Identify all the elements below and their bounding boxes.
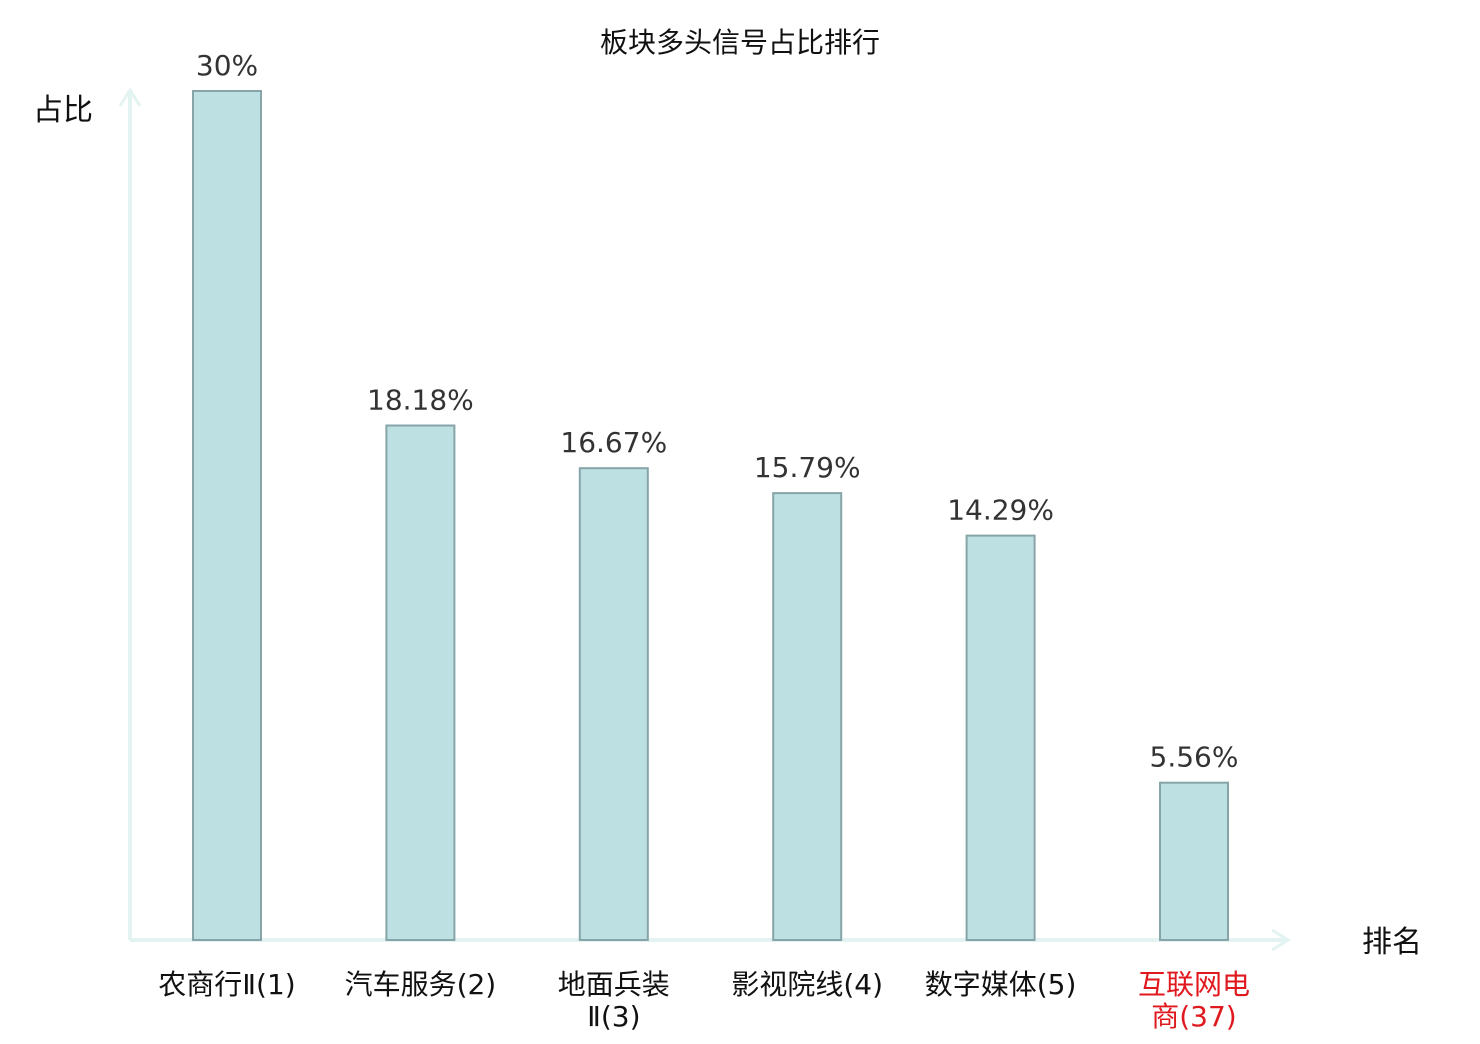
value-label: 15.79%	[754, 451, 861, 484]
bar	[192, 90, 262, 941]
category-label: 影视院线(4)	[731, 968, 883, 1001]
y-axis-arrow	[118, 87, 142, 107]
value-label: 18.18%	[367, 384, 474, 417]
category-label: 互联网电商(37)	[1138, 968, 1250, 1033]
category-label-line: 地面兵装	[558, 968, 670, 1001]
chart-title: 板块多头信号占比排行	[600, 26, 880, 59]
x-axis-label: 排名	[1362, 925, 1422, 960]
category-label-line: 商(37)	[1151, 1000, 1236, 1033]
category-label-line: 影视院线(4)	[731, 968, 883, 1001]
value-labels-group: 30% 18.18% 16.67% 15.79% 14.29% 5.56%	[196, 49, 1239, 774]
category-labels-group: 农商行Ⅱ(1) 汽车服务(2) 地面兵装 Ⅱ(3) 影视院线(4) 数字媒体(5) 互联网电…	[158, 968, 1250, 1033]
bars-group	[192, 90, 1229, 942]
value-label: 30%	[196, 49, 258, 82]
category-label-line: 农商行Ⅱ(1)	[158, 968, 295, 1001]
category-label-line: 汽车服务(2)	[345, 968, 497, 1001]
category-label: 农商行Ⅱ(1)	[158, 968, 295, 1001]
y-axis-label: 占比	[33, 93, 93, 128]
bar	[1159, 781, 1229, 942]
x-axis-arrow	[1271, 928, 1291, 952]
bar	[965, 534, 1036, 941]
value-label: 14.29%	[947, 494, 1054, 527]
category-label-line: 互联网电	[1138, 968, 1250, 1001]
category-label-line: 数字媒体(5)	[925, 968, 1077, 1001]
category-label: 数字媒体(5)	[925, 968, 1077, 1001]
bar	[578, 467, 649, 941]
bar	[385, 424, 456, 941]
value-label: 16.67%	[560, 426, 667, 459]
bar	[772, 492, 843, 941]
axes	[118, 87, 1291, 952]
category-label-line: Ⅱ(3)	[587, 1000, 640, 1033]
category-label: 汽车服务(2)	[345, 968, 497, 1001]
value-label: 5.56%	[1150, 741, 1239, 774]
category-label: 地面兵装 Ⅱ(3)	[558, 968, 670, 1033]
